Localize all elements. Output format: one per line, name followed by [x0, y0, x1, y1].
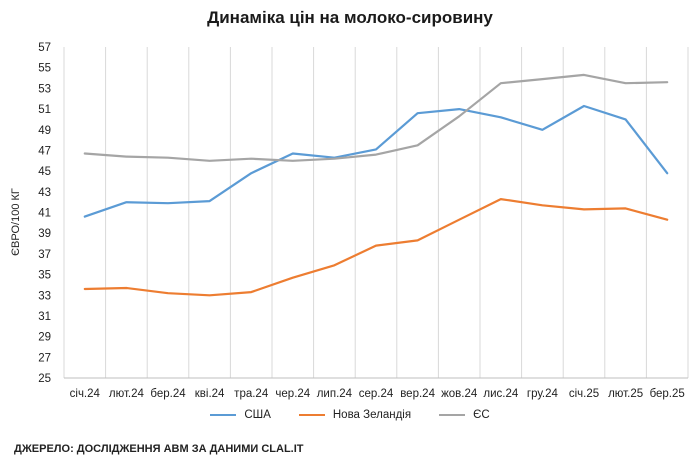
x-tick-label: кві.24	[195, 388, 225, 400]
y-tick-label: 57	[38, 42, 51, 54]
x-tick-label: лют.25	[608, 388, 643, 400]
x-tick-label: жов.24	[441, 388, 478, 400]
legend-label: Нова Зеландія	[332, 409, 412, 421]
legend-label: ЄС	[473, 409, 490, 421]
y-tick-label: 51	[38, 104, 51, 116]
y-tick-label: 49	[38, 125, 51, 137]
legend-swatch	[439, 413, 466, 417]
chart-legend: США Нова Зеландія ЄС	[0, 409, 700, 421]
x-tick-label: сер.24	[359, 388, 394, 400]
legend-item-1: Нова Зеландія	[298, 409, 412, 421]
y-tick-label: 37	[38, 249, 51, 261]
x-tick-label: січ.25	[569, 388, 599, 400]
legend-swatch	[298, 413, 325, 417]
source-note: ДЖЕРЕЛО: ДОСЛІДЖЕННЯ AВМ ЗА ДАНИМИ CLAL.…	[14, 443, 304, 455]
series-line-0	[83, 104, 669, 218]
y-axis-label: ЄВРО/100 КГ	[10, 188, 22, 256]
x-tick-label: бер.24	[150, 388, 186, 400]
y-tick-label: 41	[38, 208, 51, 220]
x-tick-label: лют.24	[109, 388, 145, 400]
y-tick-label: 45	[38, 166, 51, 178]
y-tick-label: 35	[38, 270, 51, 282]
x-tick-label: лип.24	[317, 388, 353, 400]
y-tick-label: 29	[38, 332, 51, 344]
chart-title: Динаміка цін на молоко-сировину	[207, 8, 493, 27]
y-tick-label: 39	[38, 228, 51, 240]
legend-item-2: ЄС	[439, 409, 490, 421]
series-line-2	[83, 73, 669, 162]
y-tick-label: 47	[38, 145, 51, 157]
x-tick-label: вер.24	[400, 388, 435, 400]
y-tick-label: 53	[38, 83, 51, 95]
y-tick-label: 27	[38, 352, 51, 364]
legend-label: США	[244, 409, 271, 421]
x-tick-label: бер.25	[650, 388, 685, 400]
y-tick-label: 25	[38, 373, 51, 385]
y-tick-label: 33	[38, 290, 51, 302]
x-tick-label: гру.24	[527, 388, 559, 400]
x-tick-label: чер.24	[275, 388, 310, 400]
legend-item-0: США	[210, 409, 271, 421]
y-tick-label: 43	[38, 187, 51, 199]
y-tick-label: 31	[38, 311, 51, 323]
x-tick-label: січ.24	[70, 388, 101, 400]
x-tick-label: лис.24	[483, 388, 518, 400]
series-line-1	[83, 198, 669, 297]
y-tick-label: 55	[38, 63, 51, 75]
legend-swatch	[210, 413, 237, 417]
x-tick-label: тра.24	[234, 388, 269, 400]
